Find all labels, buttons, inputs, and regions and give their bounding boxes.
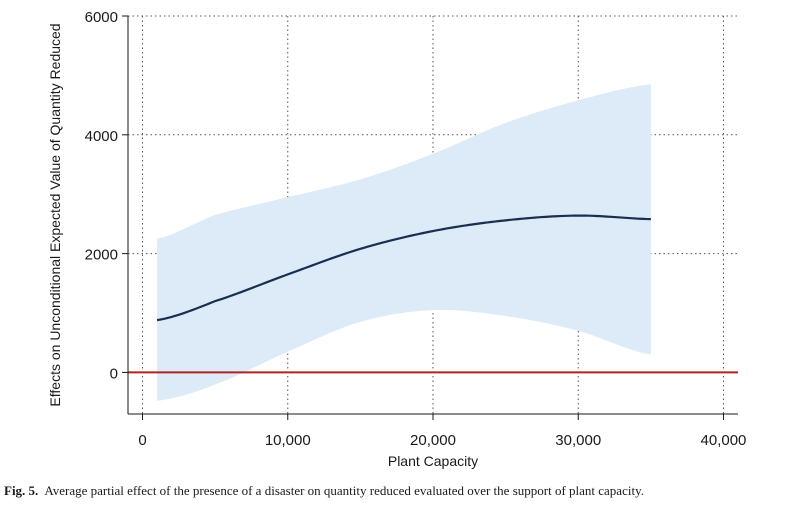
y-axis-title: Effects on Unconditional Expected Value …: [47, 23, 63, 406]
x-axis-title: Plant Capacity: [388, 453, 478, 469]
chart: 0 10,000 20,000 30,000 40,000 0200040006000 …: [47, 9, 746, 469]
y-tick-label: 2000: [85, 247, 118, 264]
y-tick-label: 4000: [85, 128, 118, 145]
y-tick-label: 6000: [85, 9, 118, 26]
x-tick-label: 0: [138, 432, 146, 449]
confidence-band: [157, 84, 651, 401]
x-tick-label: 20,000: [410, 432, 456, 449]
figure-caption-text: Average partial effect of the presence o…: [44, 483, 644, 498]
x-ticks: 0 10,000 20,000 30,000 40,000: [138, 414, 746, 449]
y-tick-label: 0: [110, 365, 118, 382]
figure-label: Fig. 5.: [4, 483, 39, 498]
x-tick-label: 30,000: [555, 432, 601, 449]
x-tick-label: 10,000: [265, 432, 311, 449]
y-ticks: 0 2000 4000 6000: [85, 9, 128, 382]
figure-caption: Fig. 5. Average partial effect of the pre…: [4, 483, 800, 499]
effect-line: [156, 214, 651, 322]
x-tick-label: 40,000: [701, 432, 747, 449]
